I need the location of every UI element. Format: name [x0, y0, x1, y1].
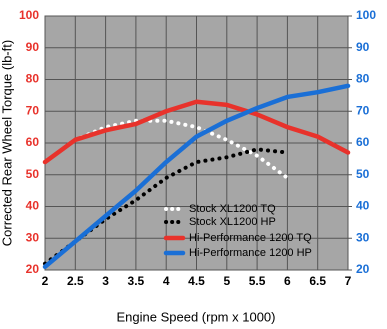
y2-tick-label: 60 [356, 135, 370, 149]
legend-label: Hi-Performance 1200 TQ [189, 232, 312, 244]
x-axis-label: Engine Speed (rpm x 1000) [117, 309, 276, 324]
x-tick-label: 6.5 [309, 274, 326, 288]
y-tick-label: 40 [26, 199, 40, 213]
y2-tick-label: 70 [356, 103, 370, 117]
x-tick-label: 4.5 [188, 274, 205, 288]
series-line [42, 83, 351, 270]
y-tick-label: 70 [26, 103, 40, 117]
y-tick-label: 60 [26, 135, 40, 149]
plot-border [44, 15, 349, 271]
series-line [42, 99, 351, 165]
y-axis-label: Corrected Rear Wheel Torque (lb-ft) [0, 40, 14, 246]
y-tick-label: 100 [19, 8, 39, 22]
y2-tick-label: 20 [356, 262, 370, 276]
y-tick-label: 90 [26, 40, 40, 54]
x-tick-label: 6 [284, 274, 291, 288]
y2-tick-label: 80 [356, 72, 370, 86]
legend-label: Stock XL1200 TQ [189, 203, 276, 215]
y2-tick-label: 100 [356, 8, 376, 22]
y-tick-label: 50 [26, 167, 40, 181]
legend-label: Stock XL1200 HP [189, 216, 276, 228]
series-line [73, 118, 290, 180]
y2-tick-label: 90 [356, 40, 370, 54]
y-tick-label: 20 [26, 262, 40, 276]
x-tick-label: 2.5 [67, 274, 84, 288]
y2-tick-label: 30 [356, 230, 370, 244]
x-tick-label: 2 [42, 274, 49, 288]
x-tick-label: 3 [102, 274, 109, 288]
x-tick-label: 5 [223, 274, 230, 288]
y2-tick-label: 40 [356, 199, 370, 213]
x-tick-label: 3.5 [128, 274, 145, 288]
legend-label: Hi-Performance 1200 HP [189, 247, 312, 259]
y2-tick-label: 50 [356, 167, 370, 181]
x-tick-label: 7 [345, 274, 352, 288]
y-tick-label: 80 [26, 72, 40, 86]
x-tick-label: 4 [163, 274, 170, 288]
x-tick-label: 5.5 [249, 274, 266, 288]
y-tick-label: 30 [26, 230, 40, 244]
